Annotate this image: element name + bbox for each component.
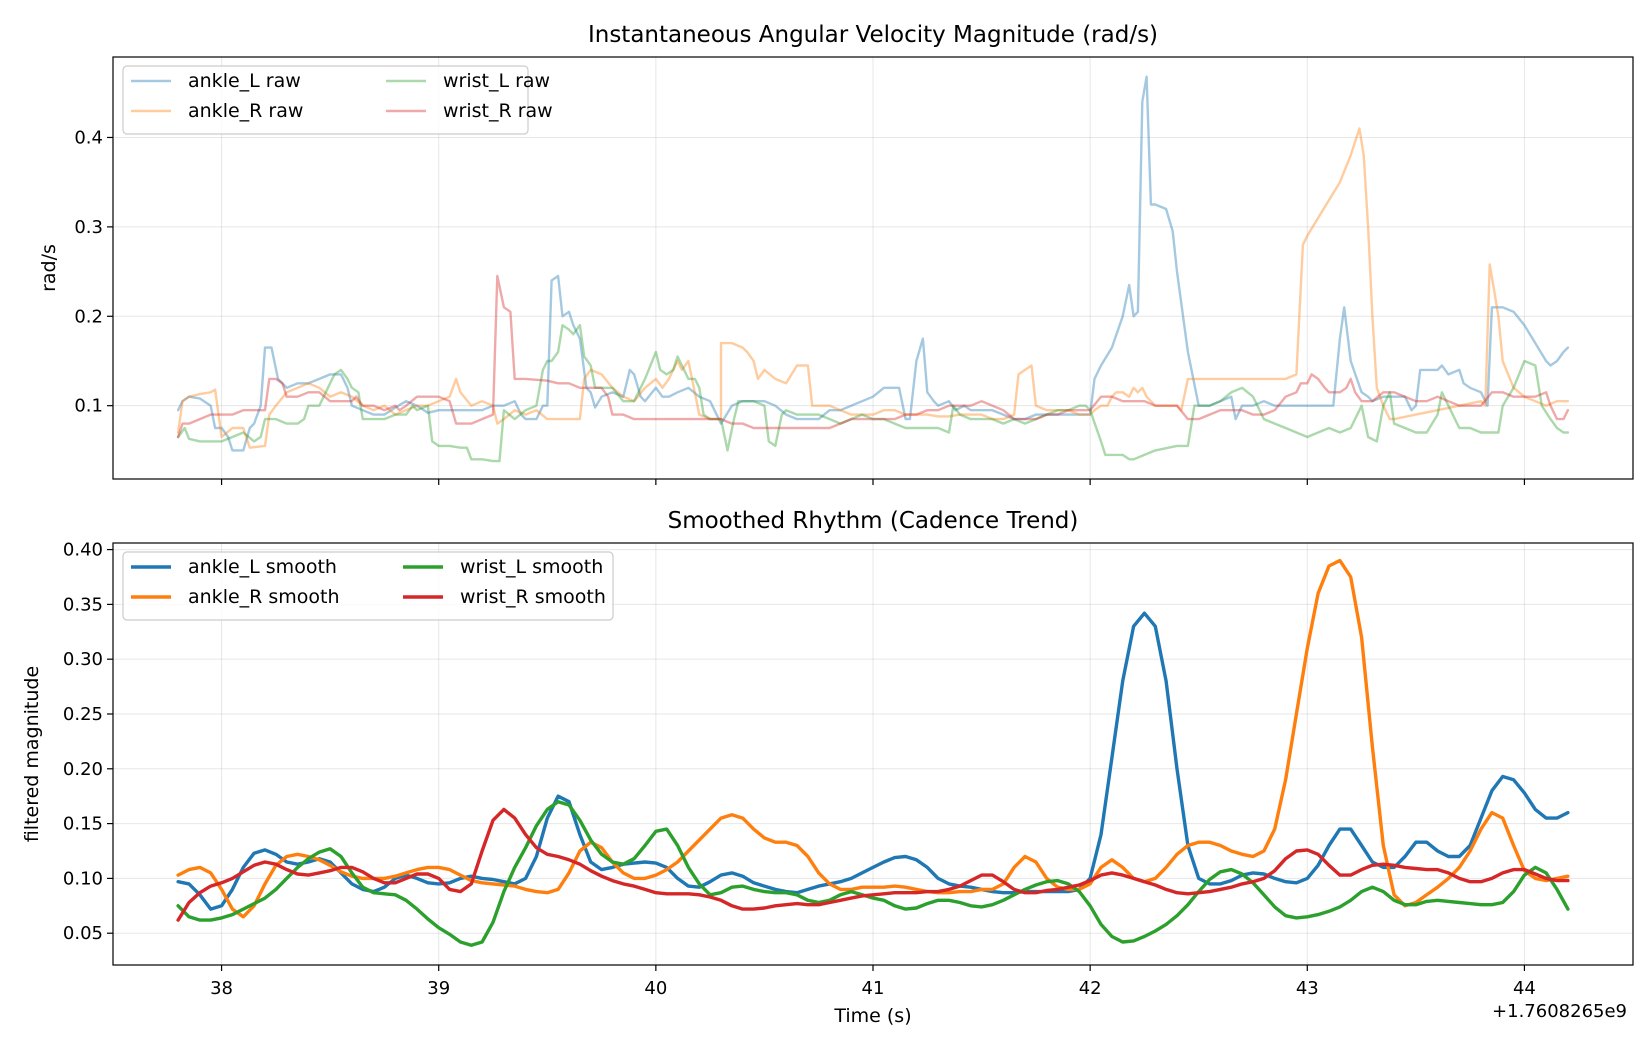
series-line-wrist-l-raw xyxy=(176,324,1570,463)
y-tick-label: 0.4 xyxy=(74,127,103,148)
y-tick-label: 0.1 xyxy=(74,396,103,417)
y-tick-label: 0.20 xyxy=(63,759,103,780)
smoothed-rhythm-panel: Smoothed Rhythm (Cadence Trend) 38 39 40 41… xyxy=(21,508,1634,1027)
x-tick-label: 39 xyxy=(427,978,450,999)
x-tick-label: 42 xyxy=(1079,978,1102,999)
legend-box xyxy=(122,65,529,135)
x-offset-label: +1.7608265e9 xyxy=(1492,1001,1627,1022)
y-tick-label: 0.10 xyxy=(63,868,103,889)
series-line-wrist-r-raw xyxy=(176,274,1570,439)
series-line-wrist-l-smooth xyxy=(176,800,1570,947)
legend-entry: wrist_R raw xyxy=(443,100,553,122)
legend-entry: wrist_R smooth xyxy=(460,586,606,608)
x-tick-label: 44 xyxy=(1513,978,1536,999)
y-tick-label: 0.40 xyxy=(63,540,103,561)
chart-title-smoothed: Smoothed Rhythm (Cadence Trend) xyxy=(668,508,1079,534)
y-axis-label-smoothed: filtered magnitude xyxy=(21,666,43,842)
series-line-ankle-r-raw xyxy=(176,127,1570,449)
x-axis-label: Time (s) xyxy=(833,1005,911,1027)
grid-raw xyxy=(113,57,1633,479)
x-tick-label: 40 xyxy=(644,978,667,999)
y-ticks-raw: 0.1 0.2 0.3 0.4 xyxy=(74,127,113,417)
raw-series-lines xyxy=(176,75,1570,463)
y-tick-label: 0.2 xyxy=(74,306,103,327)
x-tick-label: 38 xyxy=(210,978,233,999)
y-tick-label: 0.30 xyxy=(63,649,103,670)
y-tick-label: 0.15 xyxy=(63,814,103,835)
legend-raw: ankle_L raw ankle_R raw wrist_L raw wrist_R… xyxy=(122,65,553,135)
x-tick-label: 43 xyxy=(1296,978,1319,999)
legend-entry: wrist_L raw xyxy=(443,70,550,92)
x-ticks-raw xyxy=(220,479,1526,485)
x-tick-label: 41 xyxy=(862,978,885,999)
y-tick-label: 0.3 xyxy=(74,217,103,238)
series-line-ankle-r-smooth xyxy=(176,558,1570,919)
legend-entry: ankle_L raw xyxy=(188,70,301,92)
legend-entry: wrist_L smooth xyxy=(460,556,603,578)
legend-box xyxy=(122,551,614,621)
series-line-wrist-r-smooth xyxy=(176,807,1570,922)
smoothed-series-lines xyxy=(176,558,1570,947)
raw-velocity-panel: Instantaneous Angular Velocity Magnitude… xyxy=(38,22,1634,485)
legend-entry: ankle_L smooth xyxy=(188,556,337,578)
legend-entry: ankle_R raw xyxy=(188,100,303,122)
y-tick-label: 0.05 xyxy=(63,923,103,944)
y-ticks-smoothed: 0.05 0.10 0.15 0.20 0.25 0.30 0.35 0.40 xyxy=(63,540,113,944)
legend-smoothed: ankle_L smooth ankle_R smooth wrist_L smoo… xyxy=(122,551,614,621)
legend-entry: ankle_R smooth xyxy=(188,586,340,608)
series-line-ankle-l-raw xyxy=(176,75,1570,452)
x-ticks-smoothed: 38 39 40 41 42 43 44 xyxy=(210,965,1536,999)
y-tick-label: 0.35 xyxy=(63,594,103,615)
y-tick-label: 0.25 xyxy=(63,704,103,725)
y-axis-label-raw: rad/s xyxy=(38,244,60,292)
chart-title-raw: Instantaneous Angular Velocity Magnitude… xyxy=(588,22,1158,48)
